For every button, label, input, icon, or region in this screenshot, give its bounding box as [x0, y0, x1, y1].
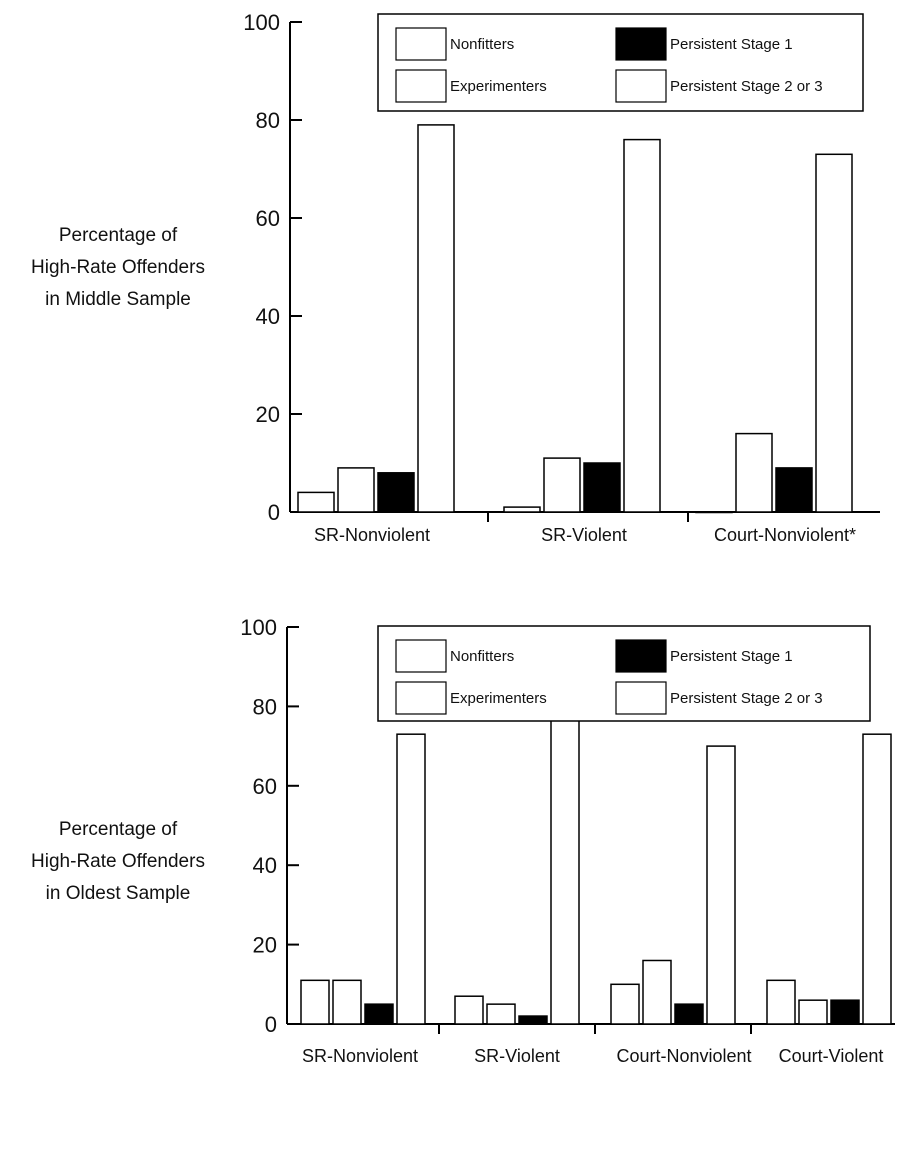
y-tick-label-100: 100 — [243, 10, 280, 35]
legend-swatch-experimenters — [395, 681, 447, 715]
bar-sr-violent-experimenters — [543, 457, 581, 513]
bar-sr-violent-persistent-stage-2-or-3 — [550, 703, 580, 1025]
bar-sr-violent-persistent-stage-1 — [518, 1015, 548, 1025]
y-axis-label-line-3: in Middle Sample — [45, 289, 191, 310]
y-tick-label-60: 60 — [256, 206, 280, 231]
category-label-court-nonviolent: Court-Nonviolent — [616, 1046, 751, 1066]
y-tick-label-20: 20 — [253, 933, 277, 958]
legend-swatch-persistent-stage-1 — [615, 639, 667, 673]
y-tick-label-80: 80 — [256, 108, 280, 133]
bar-court-violent-experimenters — [798, 999, 828, 1025]
legend-swatch-nonfitters — [395, 639, 447, 673]
legend-label-nonfitters: Nonfitters — [450, 648, 514, 665]
y-tick-label-0: 0 — [268, 500, 280, 525]
bar-court-nonviolent-experimenters — [735, 432, 773, 513]
y-axis-label-line-2: High-Rate Offenders — [31, 257, 205, 278]
category-label-court-violent: Court-Violent — [779, 1046, 884, 1066]
bar-sr-nonviolent-persistent-stage-1 — [377, 472, 415, 513]
legend-label-persistent-stage-1: Persistent Stage 1 — [670, 36, 793, 53]
bar-court-nonviolent-persistent-stage-2-or-3 — [815, 153, 853, 513]
category-label-sr-nonviolent: SR-Nonviolent — [314, 525, 430, 545]
bar-sr-violent-persistent-stage-2-or-3 — [623, 138, 661, 513]
legend-swatch-persistent-stage-2-or-3 — [615, 69, 667, 103]
legend-label-experimenters: Experimenters — [450, 690, 547, 707]
bar-sr-nonviolent-persistent-stage-2-or-3 — [396, 733, 426, 1025]
bar-sr-violent-nonfitters — [454, 995, 484, 1025]
bar-court-nonviolent-nonfitters — [695, 511, 733, 514]
bar-court-violent-nonfitters — [766, 979, 796, 1025]
bar-court-nonviolent-persistent-stage-1 — [674, 1003, 704, 1025]
y-axis-label-line-3: in Oldest Sample — [46, 883, 191, 904]
legend-label-persistent-stage-2-or-3: Persistent Stage 2 or 3 — [670, 690, 823, 707]
y-axis-label-line-2: High-Rate Offenders — [31, 851, 205, 872]
legend-swatch-persistent-stage-2-or-3 — [615, 681, 667, 715]
y-tick-label-0: 0 — [265, 1012, 277, 1037]
y-tick-label-20: 20 — [256, 402, 280, 427]
legend-swatch-experimenters — [395, 69, 447, 103]
y-tick-label-100: 100 — [240, 615, 277, 640]
middle-sample-chart: 0 20 40 60 80 100 SR-Nonviolent SR-Violent Court… — [31, 10, 880, 545]
bar-court-nonviolent-experimenters — [642, 959, 672, 1025]
bar-sr-nonviolent-experimenters — [337, 467, 375, 513]
y-axis-label-line-1: Percentage of — [59, 225, 178, 246]
bar-court-nonviolent-persistent-stage-1 — [775, 467, 813, 513]
legend-label-nonfitters: Nonfitters — [450, 36, 514, 53]
bar-court-violent-persistent-stage-1 — [830, 999, 860, 1025]
y-tick-label-80: 80 — [253, 694, 277, 719]
category-label-sr-violent: SR-Violent — [541, 525, 627, 545]
category-label-sr-nonviolent: SR-Nonviolent — [302, 1046, 418, 1066]
y-tick-label-40: 40 — [256, 304, 280, 329]
legend-label-experimenters: Experimenters — [450, 78, 547, 95]
bar-sr-violent-nonfitters — [503, 506, 541, 513]
bar-court-nonviolent-persistent-stage-2-or-3 — [706, 745, 736, 1025]
bar-sr-violent-persistent-stage-1 — [583, 462, 621, 513]
category-label-court-nonviolent: Court-Nonviolent* — [714, 525, 856, 545]
bar-sr-nonviolent-experimenters — [332, 979, 362, 1025]
y-tick-label-40: 40 — [253, 853, 277, 878]
legend-swatch-nonfitters — [395, 27, 447, 61]
legend-swatch-persistent-stage-1 — [615, 27, 667, 61]
y-axis-label-line-1: Percentage of — [59, 819, 178, 840]
category-label-sr-violent: SR-Violent — [474, 1046, 560, 1066]
bar-sr-nonviolent-nonfitters — [297, 491, 335, 513]
oldest-sample-chart: 0 20 40 60 80 100 SR-Nonviolent SR-Violent Court… — [31, 615, 895, 1066]
legend-label-persistent-stage-2-or-3: Persistent Stage 2 or 3 — [670, 78, 823, 95]
bar-sr-nonviolent-persistent-stage-2-or-3 — [417, 124, 455, 513]
bar-court-nonviolent-nonfitters — [610, 983, 640, 1025]
bar-sr-nonviolent-persistent-stage-1 — [364, 1003, 394, 1025]
y-tick-label-60: 60 — [253, 774, 277, 799]
legend-label-persistent-stage-1: Persistent Stage 1 — [670, 648, 793, 665]
bar-sr-nonviolent-nonfitters — [300, 979, 330, 1025]
bar-sr-violent-experimenters — [486, 1003, 516, 1025]
bar-court-violent-persistent-stage-2-or-3 — [862, 733, 892, 1025]
